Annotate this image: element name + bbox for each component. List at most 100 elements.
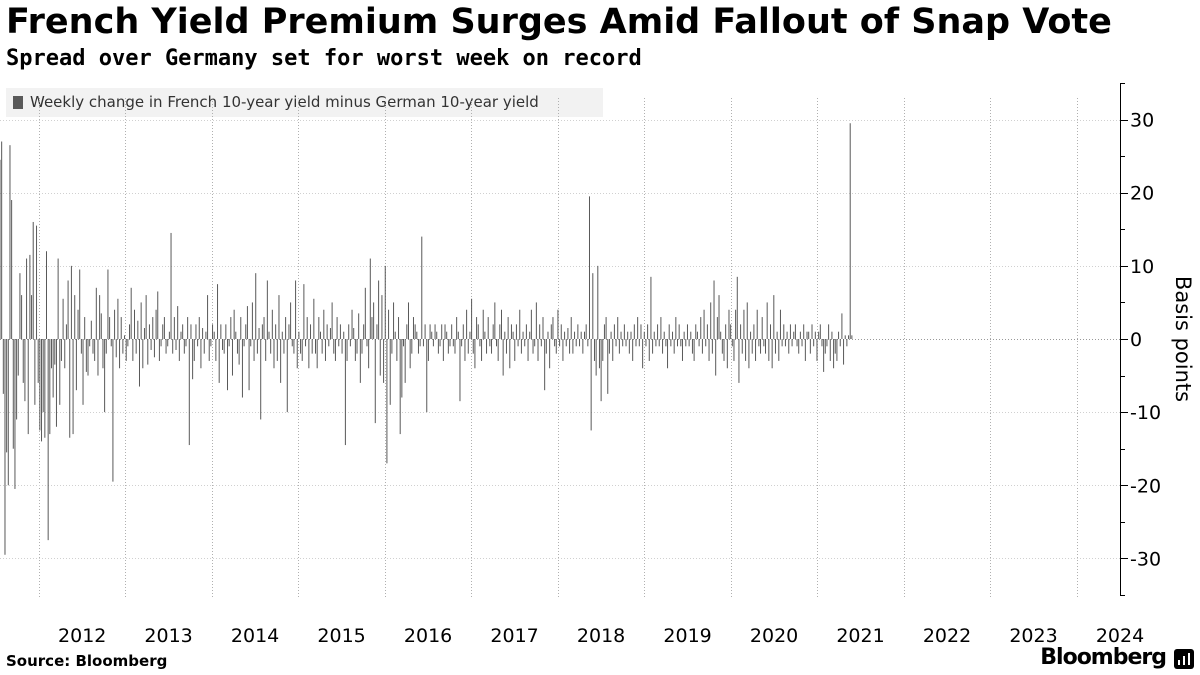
bar — [607, 339, 609, 394]
bar — [798, 339, 800, 354]
bar — [79, 269, 81, 339]
x-tick-label: 2012 — [58, 625, 106, 647]
bar — [540, 339, 542, 347]
bar — [662, 339, 664, 354]
bar — [27, 339, 29, 435]
bar — [285, 317, 287, 339]
bar — [374, 339, 376, 424]
bar — [579, 339, 581, 347]
bar — [250, 339, 252, 347]
bar — [760, 339, 762, 354]
bar — [158, 339, 160, 361]
bar — [642, 339, 644, 369]
bar — [549, 339, 551, 369]
bar — [32, 221, 34, 339]
bar — [592, 273, 594, 339]
bar — [276, 339, 278, 361]
bar — [811, 324, 813, 339]
bar — [828, 324, 830, 339]
bar — [491, 339, 493, 354]
bar — [427, 339, 429, 361]
bar — [37, 339, 39, 383]
bar — [758, 339, 760, 347]
bar — [569, 339, 571, 354]
bar — [567, 328, 569, 339]
bar — [436, 331, 438, 339]
bar — [816, 339, 818, 361]
bar — [138, 339, 140, 387]
bar — [670, 339, 672, 347]
bar — [755, 339, 757, 361]
bar — [414, 324, 416, 339]
bloomberg-bar-icon — [1174, 649, 1194, 669]
x-tick-label: 2019 — [663, 625, 711, 647]
bar — [691, 339, 693, 354]
bar — [454, 339, 456, 354]
bar — [197, 339, 199, 347]
bar — [562, 339, 564, 361]
bar — [451, 324, 453, 339]
bar — [241, 339, 243, 398]
bar — [745, 339, 747, 361]
bar — [462, 324, 464, 339]
bar — [188, 339, 190, 446]
y-tick-label: 0 — [1130, 329, 1142, 351]
bar — [42, 339, 44, 413]
bar — [273, 339, 275, 369]
bar — [243, 339, 245, 347]
bar — [407, 302, 409, 339]
bar — [799, 331, 801, 339]
bar — [77, 309, 79, 339]
bar — [424, 324, 426, 339]
bar — [283, 339, 285, 354]
bar — [155, 309, 157, 339]
bar — [781, 339, 783, 347]
bar — [300, 339, 302, 354]
chart-subtitle: Spread over Germany set for worst week o… — [6, 46, 642, 71]
bar — [217, 284, 219, 339]
bar — [442, 339, 444, 361]
bar — [251, 302, 253, 339]
bar — [246, 306, 248, 339]
bar — [851, 335, 853, 339]
bar — [472, 339, 474, 354]
bar — [572, 339, 574, 354]
bar — [741, 339, 743, 354]
bar — [681, 339, 683, 361]
bar — [331, 302, 333, 339]
bar — [384, 265, 386, 339]
bar — [630, 331, 632, 339]
bar — [316, 339, 318, 369]
bar — [255, 273, 257, 339]
bar — [132, 339, 134, 361]
bar — [288, 324, 290, 339]
bar — [658, 339, 660, 347]
bar — [667, 339, 669, 369]
bar — [268, 331, 270, 339]
bar — [190, 324, 192, 339]
bar — [182, 324, 184, 339]
bar — [803, 324, 805, 339]
bar — [72, 339, 74, 435]
bar — [29, 254, 31, 339]
bar — [849, 123, 851, 339]
bar — [570, 317, 572, 339]
bar — [313, 298, 315, 339]
bar — [766, 302, 768, 339]
bar — [143, 328, 145, 339]
x-tick-label: 2020 — [750, 625, 798, 647]
bar — [525, 324, 527, 339]
bar — [7, 339, 9, 486]
bar — [419, 339, 421, 347]
bar — [258, 328, 260, 339]
bar — [507, 317, 509, 339]
bar — [336, 317, 338, 339]
bar — [315, 339, 316, 354]
bar — [471, 298, 473, 339]
bar — [333, 339, 335, 354]
bar — [399, 339, 401, 435]
legend-label: Weekly change in French 10-year yield mi… — [30, 93, 539, 111]
bar — [85, 339, 87, 372]
bar — [11, 200, 13, 339]
y-tick-label: -10 — [1130, 402, 1161, 424]
